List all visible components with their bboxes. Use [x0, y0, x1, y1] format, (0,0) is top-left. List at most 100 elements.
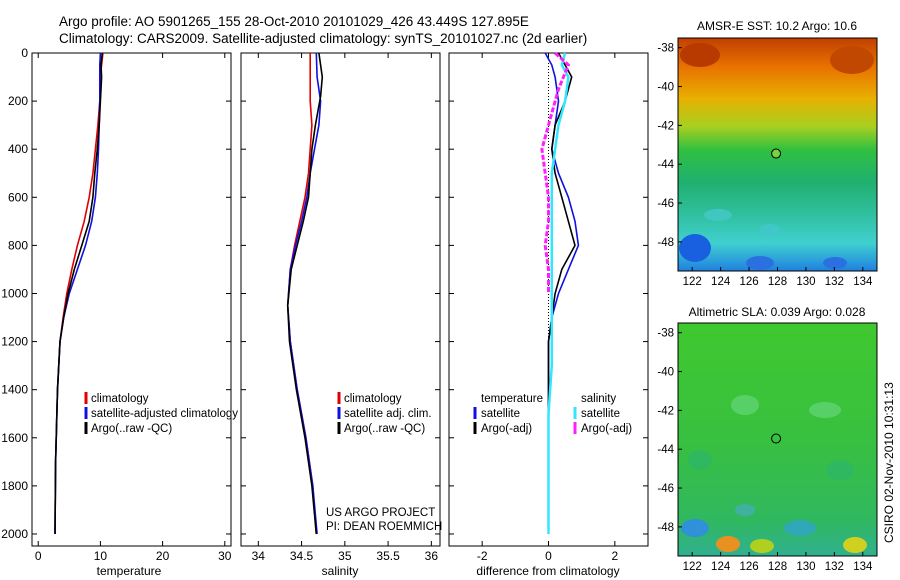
- temperature-x-tick-label: 0: [35, 549, 42, 563]
- salinity-legend: climatology satellite adj. clim. Argo(..…: [337, 392, 432, 435]
- sst-argo-location-marker: [771, 148, 782, 159]
- sst-lat-tick-label: -42: [657, 120, 674, 132]
- salinity-lines: [286, 52, 324, 535]
- depth-y-tick-label: 800: [8, 238, 28, 252]
- sst-lon-tick-label: 132: [825, 276, 844, 288]
- sst-warm-patch-2: [830, 46, 874, 74]
- sla-patch-1: [731, 395, 759, 415]
- sst-map-blobs: [679, 43, 874, 270]
- salinity-panel: 34 34.5 35 35.5 36 salinity climatology sate…: [240, 52, 442, 578]
- sst-lat-tick-label: -38: [657, 43, 674, 55]
- sla-lon-tick-label: 134: [853, 561, 873, 573]
- temperature-panel: 0 200 400 600 800 1000 1200 1400 1600 1800 2000 0 1…: [1, 46, 238, 578]
- sla-map-title: Altimetric SLA: 0.039 Argo: 0.028: [689, 305, 866, 319]
- sst-map-ticks: 122 124 126 128 130 132 134 -38 -40 -42 -44 -46 -48: [657, 43, 873, 288]
- header-line-1: Argo profile: AO 5901265_155 28-Oct-2010…: [59, 14, 529, 29]
- difference-x-label: difference from climatology: [476, 564, 619, 578]
- temperature-x-tick-label: 30: [218, 549, 232, 563]
- depth-y-tick-label: 0: [21, 46, 28, 60]
- difference-legend-salinity-header: salinity: [581, 393, 616, 405]
- salinity-x-tick-label: 34: [252, 549, 266, 563]
- depth-y-tick-label: 200: [8, 94, 28, 108]
- depth-y-tick-label: 1600: [1, 431, 28, 445]
- sla-lon-tick-label: 128: [768, 561, 787, 573]
- sla-lon-tick-label: 130: [796, 561, 815, 573]
- sla-map-field: [678, 323, 877, 556]
- sla-lat-tick-label: -44: [657, 444, 674, 456]
- temperature-legend-climatology: climatology: [91, 393, 149, 405]
- salinity-x-tick-label: 35.5: [376, 549, 400, 563]
- temperature-series-argo-raw-qc-: [54, 52, 104, 535]
- sst-cool-patch-1: [679, 234, 711, 262]
- difference-series-temperature-argo-adj-: [547, 52, 576, 534]
- sla-patch-8: [784, 520, 816, 536]
- sst-warm-patch-1: [680, 43, 720, 67]
- project-line-1: US ARGO PROJECT: [326, 507, 435, 519]
- difference-legend-temp-argo: Argo(-adj): [481, 423, 532, 435]
- sst-lat-tick-label: -40: [657, 82, 674, 94]
- salinity-y-tick-marks: [241, 52, 440, 535]
- difference-series-salinity-satellite: [547, 52, 570, 534]
- sla-lat-tick-label: -40: [657, 367, 674, 379]
- salinity-axes-frame: [240, 52, 441, 547]
- difference-legend-sal-satellite: satellite: [581, 408, 620, 420]
- temperature-x-label: temperature: [97, 564, 162, 578]
- salinity-series-satellite-adj-clim-: [286, 52, 322, 535]
- header-line-2: Climatology: CARS2009. Satellite-adjuste…: [59, 31, 587, 46]
- project-line-2: PI: DEAN ROEMMICH: [326, 521, 442, 533]
- sla-map-ticks: 122 124 126 128 130 132 134 -38 -40 -42 -44 -46 -48: [657, 328, 873, 573]
- sst-lat-tick-label: -44: [657, 159, 674, 171]
- sla-lat-tick-label: -46: [657, 483, 674, 495]
- sst-lon-tick-label: 128: [768, 276, 787, 288]
- sla-patch-3: [688, 450, 712, 470]
- sst-lon-tick-label: 124: [711, 276, 731, 288]
- sst-lon-tick-label: 126: [739, 276, 758, 288]
- depth-y-tick-label: 1800: [1, 479, 28, 493]
- difference-panel: -2 0 2 difference from climatology tempera…: [448, 51, 649, 578]
- difference-series-salinity-argo-adj-: [540, 51, 571, 294]
- sla-patch-10: [735, 504, 755, 516]
- difference-legend-temperature-header: temperature: [481, 393, 543, 405]
- depth-y-tick-label: 1400: [1, 383, 28, 397]
- temperature-x-tick-label: 10: [94, 549, 108, 563]
- sla-map-panel: Altimetric SLA: 0.039 Argo: 0.028 122 124…: [657, 305, 878, 573]
- sla-lon-tick-label: 132: [825, 561, 844, 573]
- sst-lat-tick-label: -48: [657, 237, 674, 249]
- temperature-legend-satellite: satellite-adjusted climatology: [91, 408, 238, 420]
- sst-lat-tick-label: -46: [657, 198, 674, 210]
- salinity-x-tick-label: 34.5: [290, 549, 314, 563]
- difference-legend: temperature salinity satellite Argo(-adj…: [473, 393, 632, 435]
- sla-lat-tick-label: -42: [657, 405, 674, 417]
- salinity-legend-satellite: satellite adj. clim.: [344, 408, 432, 420]
- salinity-x-label: salinity: [322, 564, 359, 578]
- temperature-legend: climatology satellite-adjusted climatolo…: [84, 392, 238, 435]
- temperature-legend-argo: Argo(..raw -QC): [91, 423, 172, 435]
- sla-patch-2: [809, 402, 841, 418]
- sst-lon-tick-label: 134: [853, 276, 873, 288]
- difference-y-tick-marks: [449, 52, 648, 535]
- difference-lines: [540, 51, 580, 534]
- sla-lon-tick-label: 122: [683, 561, 702, 573]
- temperature-y-ticks: 0 200 400 600 800 1000 1200 1400 1600 1800 2000: [1, 46, 231, 541]
- temperature-x-ticks: 0 10 20 30: [35, 53, 232, 563]
- sst-cool-patch-3: [823, 257, 847, 269]
- sla-patch-5: [681, 519, 709, 537]
- csiro-timestamp: CSIRO 02-Nov-2010 10:31:13: [882, 382, 896, 543]
- sst-lon-tick-label: 130: [796, 276, 815, 288]
- temperature-x-tick-label: 20: [156, 549, 170, 563]
- sst-map-panel: AMSR-E SST: 10.2 Argo: 10.6 122 124 126 128…: [657, 19, 878, 288]
- difference-x-tick-label: 2: [611, 549, 618, 563]
- depth-y-tick-label: 400: [8, 142, 28, 156]
- difference-x-tick-label: 0: [545, 549, 552, 563]
- sst-cool-patch-4: [760, 224, 780, 236]
- difference-x-ticks: -2 0 2: [477, 53, 618, 563]
- sla-patch-6: [716, 536, 740, 552]
- sst-lon-tick-label: 122: [683, 276, 702, 288]
- depth-y-tick-label: 2000: [1, 527, 28, 541]
- depth-y-tick-label: 600: [8, 190, 28, 204]
- sla-argo-location-marker: [771, 433, 782, 444]
- sla-patch-7: [750, 539, 774, 553]
- salinity-x-tick-label: 35: [338, 549, 352, 563]
- sla-lon-tick-label: 126: [739, 561, 758, 573]
